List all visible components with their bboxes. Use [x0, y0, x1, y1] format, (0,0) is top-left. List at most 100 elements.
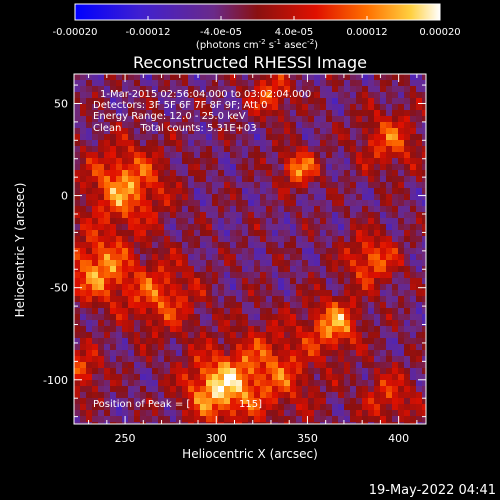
heatmap-pixel	[374, 182, 380, 188]
heatmap-pixel	[98, 410, 104, 416]
heatmap-pixel	[296, 302, 302, 308]
heatmap-pixel	[326, 80, 332, 86]
heatmap-pixel	[398, 110, 404, 116]
heatmap-pixel	[416, 278, 422, 284]
heatmap-pixel	[176, 158, 182, 164]
heatmap-pixel	[98, 284, 104, 290]
heatmap-pixel	[374, 146, 380, 152]
heatmap-pixel	[242, 290, 248, 296]
heatmap-pixel	[350, 104, 356, 110]
heatmap-pixel	[362, 356, 368, 362]
heatmap-pixel	[254, 320, 260, 326]
heatmap-pixel	[266, 386, 272, 392]
heatmap-pixel	[230, 104, 236, 110]
heatmap-pixel	[386, 218, 392, 224]
heatmap-pixel	[398, 242, 404, 248]
heatmap-pixel	[230, 320, 236, 326]
heatmap-pixel	[122, 308, 128, 314]
heatmap-pixel	[332, 260, 338, 266]
heatmap-pixel	[110, 104, 116, 110]
heatmap-pixel	[200, 392, 206, 398]
heatmap-pixel	[254, 416, 260, 422]
heatmap-pixel	[200, 188, 206, 194]
heatmap-pixel	[278, 194, 284, 200]
heatmap-pixel	[116, 404, 122, 410]
heatmap-pixel	[398, 416, 404, 422]
heatmap-pixel	[422, 158, 426, 164]
heatmap-pixel	[80, 284, 86, 290]
heatmap-pixel	[416, 320, 422, 326]
heatmap-pixel	[92, 362, 98, 368]
heatmap-pixel	[302, 260, 308, 266]
heatmap-pixel	[332, 188, 338, 194]
heatmap-pixel	[230, 194, 236, 200]
heatmap-pixel	[326, 98, 332, 104]
heatmap-pixel	[356, 386, 362, 392]
heatmap-pixel	[344, 152, 350, 158]
heatmap-pixel	[284, 122, 290, 128]
heatmap-pixel	[188, 230, 194, 236]
heatmap-pixel	[74, 182, 80, 188]
heatmap-pixel	[254, 92, 260, 98]
heatmap-pixel	[116, 272, 122, 278]
heatmap-pixel	[278, 152, 284, 158]
heatmap-pixel	[344, 122, 350, 128]
heatmap-pixel	[338, 122, 344, 128]
heatmap-pixel	[74, 242, 80, 248]
heatmap-pixel	[290, 260, 296, 266]
heatmap-pixel	[290, 422, 296, 424]
heatmap-pixel	[254, 206, 260, 212]
heatmap-pixel	[266, 110, 272, 116]
heatmap-pixel	[368, 416, 374, 422]
heatmap-pixel	[134, 164, 140, 170]
heatmap-pixel	[92, 164, 98, 170]
heatmap-pixel	[182, 86, 188, 92]
heatmap-pixel	[170, 278, 176, 284]
heatmap-pixel	[284, 362, 290, 368]
heatmap-pixel	[80, 236, 86, 242]
heatmap-pixel	[332, 344, 338, 350]
heatmap-pixel	[152, 308, 158, 314]
heatmap-pixel	[194, 200, 200, 206]
heatmap-pixel	[320, 86, 326, 92]
heatmap-pixel	[368, 200, 374, 206]
heatmap-pixel	[128, 314, 134, 320]
heatmap-pixel	[152, 206, 158, 212]
heatmap-pixel	[92, 266, 98, 272]
heatmap-pixel	[152, 416, 158, 422]
heatmap-pixel	[110, 302, 116, 308]
heatmap-pixel	[278, 296, 284, 302]
heatmap-pixel	[380, 110, 386, 116]
heatmap-pixel	[128, 200, 134, 206]
heatmap-pixel	[404, 218, 410, 224]
heatmap-pixel	[80, 146, 86, 152]
heatmap-pixel	[356, 176, 362, 182]
heatmap-pixel	[146, 110, 152, 116]
heatmap-pixel	[164, 122, 170, 128]
heatmap-pixel	[182, 74, 188, 80]
heatmap-pixel	[110, 368, 116, 374]
heatmap-pixel	[230, 152, 236, 158]
heatmap-pixel	[188, 374, 194, 380]
heatmap-pixel	[272, 380, 278, 386]
heatmap-pixel	[374, 422, 380, 424]
heatmap-pixel	[158, 332, 164, 338]
heatmap-pixel	[344, 188, 350, 194]
heatmap-pixel	[128, 398, 134, 404]
heatmap-pixel	[224, 302, 230, 308]
heatmap-pixel	[320, 152, 326, 158]
heatmap-pixel	[320, 134, 326, 140]
heatmap-pixel	[254, 332, 260, 338]
heatmap-pixel	[92, 188, 98, 194]
heatmap-pixel	[404, 200, 410, 206]
heatmap-pixel	[290, 116, 296, 122]
heatmap-pixel	[146, 140, 152, 146]
heatmap-pixel	[98, 350, 104, 356]
heatmap-pixel	[80, 314, 86, 320]
heatmap-pixel	[290, 92, 296, 98]
heatmap-pixel	[218, 248, 224, 254]
heatmap-pixel	[260, 416, 266, 422]
heatmap-pixel	[392, 92, 398, 98]
heatmap-pixel	[206, 272, 212, 278]
heatmap-pixel	[218, 374, 224, 380]
